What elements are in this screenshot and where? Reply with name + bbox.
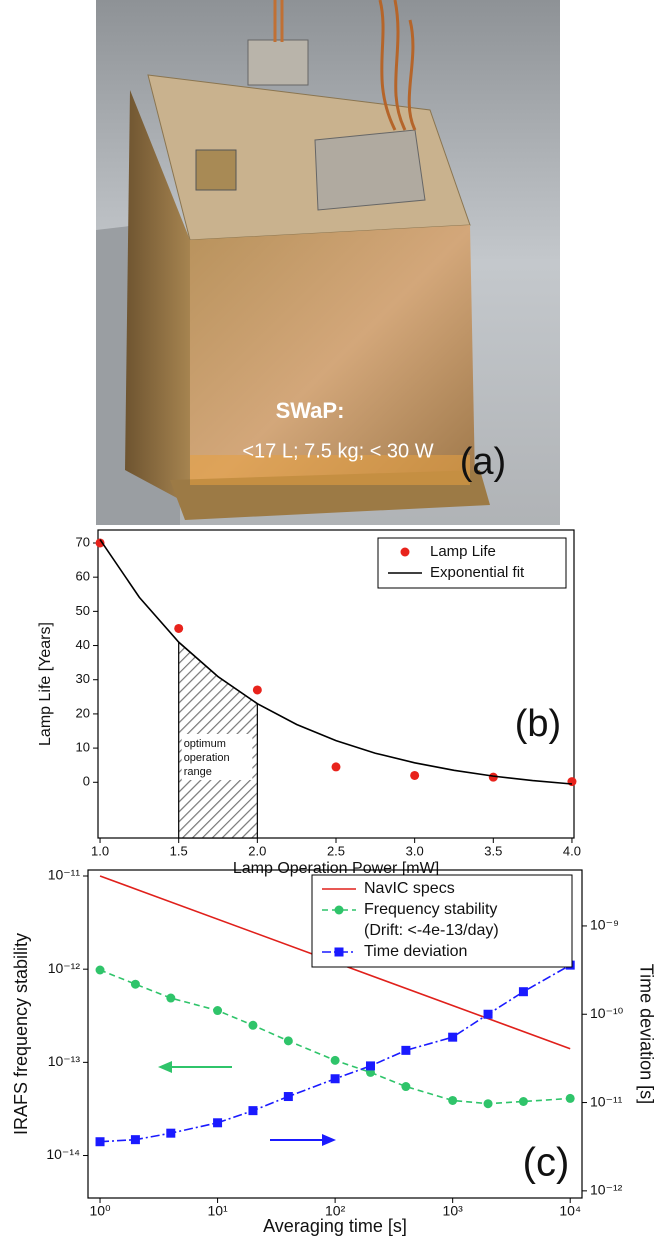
marker [518,987,528,997]
marker [283,1092,293,1102]
marker [252,685,262,695]
y-axis-label: Lamp Life [Years] [37,622,54,746]
photo-specs: <17 L; 7.5 kg; < 30 W [242,440,433,462]
marker [401,1082,411,1092]
y2-tick-label: 10⁻¹¹ [590,1093,623,1109]
marker [130,979,140,989]
x-axis-label: Averaging time [s] [263,1216,407,1236]
y-axis-label: IRAFS frequency stability [11,933,31,1135]
legend-label: Exponential fit [430,564,525,581]
marker [283,1036,293,1046]
y2-tick-label: 10⁻¹² [590,1182,623,1198]
x-tick-label: 2.5 [327,843,345,858]
y2-tick-label: 10⁻⁹ [590,917,619,933]
marker [248,1106,258,1116]
marker [95,538,105,548]
legend-label: Lamp Life [430,543,496,560]
y-tick-label: 20 [76,705,90,720]
annotation-box [181,734,253,780]
marker [166,993,176,1003]
x-tick-label: 10⁰ [89,1203,111,1219]
marker [410,770,420,780]
marker [518,1097,528,1107]
x-tick-label: 10³ [443,1203,464,1219]
marker [401,1045,411,1055]
photo [96,0,560,525]
panel-label: (a) [460,441,506,483]
annotation-text: operation [184,752,230,764]
marker [331,762,341,772]
marker [130,1135,140,1145]
y-tick-label: 40 [76,637,90,652]
legend-box [311,874,573,968]
marker [248,1020,258,1030]
x-tick-label: 4.0 [563,843,581,858]
legend-box [377,537,567,589]
marker [95,965,105,975]
annotation-text: range [184,766,212,778]
marker [565,1093,575,1103]
x-tick-label: 1.0 [91,843,109,858]
x-tick-label: 2.0 [248,843,266,858]
y-tick-label: 10⁻¹⁴ [46,1146,80,1162]
y-tick-label: 60 [76,569,90,584]
marker [448,1032,458,1042]
marker [448,1095,458,1105]
y2-axis-label: Time deviation [s] [636,964,656,1104]
y-tick-label: 10⁻¹² [48,960,81,976]
y-tick-label: 0 [83,774,90,789]
y-tick-label: 70 [76,534,90,549]
y-tick-label: 10⁻¹³ [48,1053,81,1069]
x-tick-label: 10² [325,1203,346,1219]
series-line [99,539,573,785]
y-tick-label: 10 [76,740,90,755]
marker [95,1137,105,1147]
marker [483,1009,493,1019]
x-axis-label: Lamp Operation Power [mW] [233,860,439,877]
marker [488,772,498,782]
arrows [158,1061,336,1146]
series-line [99,969,571,1105]
legend-swatch [334,905,344,915]
legend-swatch [334,947,344,957]
marker [330,1074,340,1084]
marker [213,1118,223,1128]
photo-title: SWaP: [276,398,345,423]
marker [366,1061,376,1071]
y2-tick-label: 10⁻¹⁰ [590,1005,624,1021]
x-tick-label: 10⁴ [559,1203,581,1219]
marker [174,623,184,633]
x-tick-label: 10¹ [207,1203,228,1219]
marker [483,1099,493,1109]
legend-label: NavIC specs [364,880,455,897]
marker [213,1006,223,1016]
marker [330,1055,340,1065]
legend-label: Time deviation [364,943,467,960]
x-tick-label: 1.5 [170,843,188,858]
legend-label: (Drift: <-4e-13/day) [364,922,499,939]
marker [166,1128,176,1138]
legend-swatch [400,547,410,557]
x-tick-label: 3.0 [406,843,424,858]
y-tick-label: 50 [76,603,90,618]
marker [567,777,577,787]
series-line [99,964,571,1143]
panel-label: (c) [523,1141,570,1185]
annotation-text: optimum [184,738,226,750]
x-tick-label: 3.5 [484,843,502,858]
panel-label: (b) [515,703,561,745]
legend-label: Frequency stability [364,901,497,918]
y-tick-label: 10⁻¹¹ [48,867,81,883]
y-tick-label: 30 [76,671,90,686]
